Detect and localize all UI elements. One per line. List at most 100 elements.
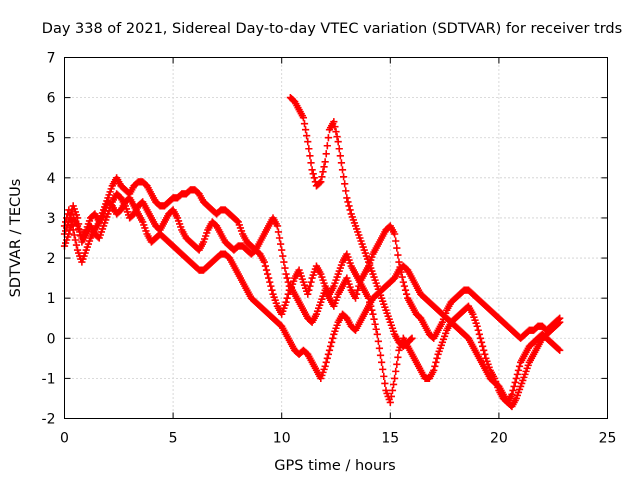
data-point-marker	[511, 378, 519, 386]
data-point-marker	[284, 278, 292, 286]
data-point-marker	[278, 246, 286, 254]
data-point-marker	[514, 366, 523, 374]
x-tick-label: 25	[599, 431, 617, 447]
data-point-marker	[307, 159, 315, 167]
data-point-marker	[386, 398, 394, 407]
data-point-marker	[556, 318, 564, 326]
chart-title: Day 338 of 2021, Sidereal Day-to-day VTE…	[42, 21, 622, 37]
data-point-marker	[344, 198, 352, 206]
data-point-marker	[391, 374, 399, 382]
data-point-marker	[318, 173, 326, 181]
data-point-marker	[320, 163, 328, 171]
data-point-marker	[275, 234, 284, 242]
data-point-marker	[392, 237, 400, 245]
data-point-marker	[267, 282, 275, 290]
data-point-marker	[373, 330, 381, 338]
axis-ticks: 0 5 10 15 20 25 -2 -1 0 1 2 3 4 5 6 7	[42, 51, 617, 447]
x-tick-label: 10	[273, 431, 291, 447]
data-point-marker	[72, 241, 81, 249]
data-point-marker	[354, 286, 362, 294]
data-point-marker	[300, 120, 309, 128]
data-point-marker	[398, 273, 406, 281]
data-point-marker	[71, 236, 79, 244]
data-point-marker	[306, 152, 314, 160]
data-point-marker	[515, 362, 524, 370]
data-point-marker	[395, 258, 403, 266]
data-point-marker	[68, 221, 76, 229]
data-point-marker	[308, 166, 316, 174]
data-point-marker	[334, 138, 342, 146]
data-point-marker	[408, 334, 416, 342]
y-tick-label: 1	[47, 291, 56, 307]
data-point-marker	[73, 214, 82, 222]
x-axis-label: GPS time / hours	[274, 458, 395, 474]
data-point-marker	[233, 217, 241, 225]
data-point-marker	[322, 358, 330, 366]
data-point-marker	[338, 166, 347, 174]
data-point-marker	[387, 392, 395, 401]
data-point-marker	[513, 370, 521, 378]
data-point-marker	[305, 145, 313, 153]
data-point-marker	[399, 278, 407, 286]
data-point-marker	[481, 350, 489, 358]
data-point-marker	[393, 244, 401, 252]
data-point-marker	[299, 114, 308, 122]
data-point-marker	[326, 342, 335, 350]
data-point-marker	[337, 159, 346, 167]
data-point-marker	[379, 365, 387, 373]
data-point-marker	[76, 226, 84, 234]
x-tick-label: 0	[60, 431, 69, 447]
data-point-marker	[283, 274, 291, 282]
y-tick-label: 6	[47, 91, 56, 107]
data-point-marker	[324, 134, 332, 142]
data-point-marker	[75, 220, 83, 228]
data-point-marker	[66, 211, 74, 219]
data-point-marker	[381, 379, 389, 388]
data-point-marker	[391, 230, 399, 238]
y-tick-label: 3	[47, 211, 56, 227]
data-point-marker	[473, 322, 481, 330]
y-axis-label: SDTVAR / TECUs	[8, 179, 24, 298]
data-point-marker	[431, 362, 439, 370]
data-point-marker	[330, 118, 338, 126]
data-point-marker	[280, 258, 288, 266]
data-point-marker	[67, 222, 75, 230]
data-point-marker	[261, 262, 270, 270]
x-tick-label: 20	[490, 431, 508, 447]
data-point-marker	[369, 310, 377, 318]
data-point-marker	[378, 358, 386, 366]
data-point-marker	[380, 372, 388, 380]
data-point-marker	[309, 170, 317, 178]
data-point-marker	[332, 128, 340, 136]
plot-frame	[64, 57, 608, 419]
data-point-marker	[394, 353, 402, 361]
data-point-marker	[512, 374, 520, 382]
data-point-marker	[277, 240, 285, 248]
data-point-marker	[432, 358, 440, 366]
data-point-marker	[476, 334, 485, 342]
data-point-marker	[343, 194, 351, 202]
data-point-marker	[555, 319, 563, 327]
data-point-marker	[336, 152, 344, 160]
data-point-marker	[374, 337, 382, 345]
y-tick-label: 4	[47, 171, 56, 187]
data-point-marker	[389, 380, 398, 389]
data-point-marker	[477, 338, 486, 346]
y-tick-label: 5	[47, 131, 56, 147]
data-point-marker	[67, 216, 75, 224]
data-point-marker	[370, 315, 378, 323]
data-point-marker	[306, 282, 314, 290]
data-point-marker	[371, 320, 379, 328]
x-tick-label: 15	[381, 431, 399, 447]
data-point-marker	[279, 252, 287, 260]
data-point-marker	[323, 142, 331, 150]
data-point-marker	[273, 222, 281, 230]
data-point-marker	[321, 158, 329, 166]
data-point-marker	[388, 386, 397, 395]
data-point-marker	[555, 345, 563, 353]
data-point-marker	[61, 218, 70, 226]
data-point-marker	[346, 206, 354, 214]
data-point-marker	[400, 282, 409, 290]
data-point-marker	[282, 270, 290, 278]
data-point-marker	[268, 286, 276, 294]
